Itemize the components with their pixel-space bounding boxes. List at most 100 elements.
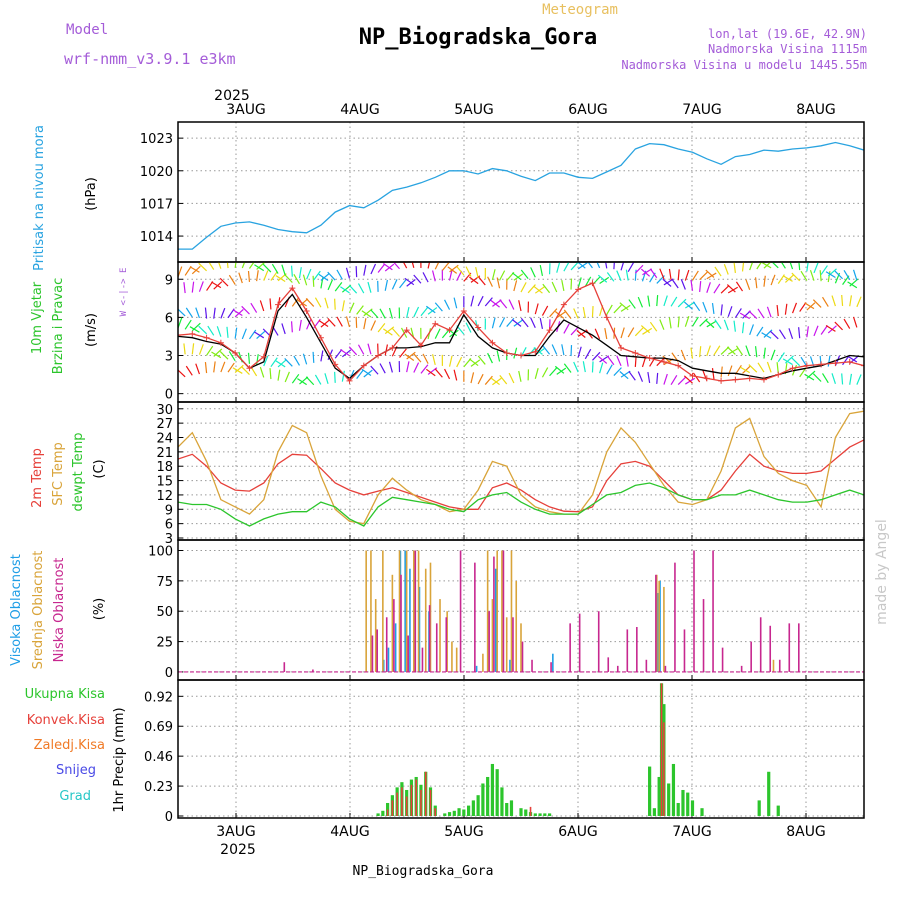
wind-arrow [213,361,216,373]
wind-arrow [434,262,440,270]
bar-srednja-oblacnost [439,599,441,672]
bar-konvek-kisa [396,792,398,816]
y-tick-label: 9 [165,273,173,288]
wind-arrow [663,373,668,385]
wind-arrow [299,376,309,385]
wind-arrow [291,297,300,307]
wind-arrow [541,305,549,316]
wind-arrow [619,371,629,380]
gust-marker [675,362,682,369]
wind-arrow [206,345,214,356]
pressure-unit: (hPa) [84,177,99,211]
wind-arrow [713,345,721,356]
wind-arrow [241,305,250,315]
wind-arrow [456,266,465,276]
wind-arrow [847,355,858,363]
bar-srednja-oblacnost [655,574,658,672]
wind-arrow [616,270,622,281]
wind-arrow [726,346,736,355]
wind-arrow [780,262,786,269]
wind-arrow [520,282,527,293]
wind-arrow [484,375,493,385]
wind-arrow [684,269,690,281]
wind-arrow [449,264,459,273]
bar-srednja-oblacnost [515,580,518,672]
wind-arrow [613,367,622,376]
wind-arrow [511,272,522,281]
wind-arrow [247,352,251,364]
wind-arrow [690,347,694,359]
panel-cloud: 0 25 50 75 100 [148,539,865,681]
wind-arrow [490,299,500,308]
station-title: NP_Biogradska_Gora [359,25,597,50]
wind-arrow [542,345,551,355]
bar-niska-oblacnost [740,665,743,672]
dewpt-label: dewpt Temp [71,432,86,511]
wind-arrow [293,274,300,285]
wind-arrow [413,274,422,284]
bar-ukupna-kisa [376,813,380,816]
wind-arrow [320,319,330,328]
gust-marker [232,349,239,356]
bar-niska-oblacnost [521,641,524,672]
wind-arrow [634,327,644,337]
wind-arrow [680,279,686,290]
wind-arrow [499,375,508,385]
bar-visoka-oblacnost [394,623,397,672]
model-name: wrf-nmm_v3.9.1 e3km [64,50,236,68]
wind-arrow [592,276,601,286]
wind-arrow [541,367,549,378]
y-tick-label: 0 [165,388,173,403]
wind-arrow [756,326,764,337]
wind-arrow [799,302,807,312]
bar-srednja-oblacnost [510,550,513,672]
wind-arrow [649,321,658,332]
bar-konvek-kisa [410,784,413,816]
wind-arrow [348,346,358,356]
wind-arrow [733,320,736,332]
bar-konvek-kisa [429,789,432,816]
wind-arrow [269,368,272,380]
wind-arrow [804,373,815,381]
wind-arrow [659,319,665,330]
gust-marker [603,314,610,321]
wind-arrow [726,284,736,293]
wind-arrow [799,367,807,378]
bar-konvek-kisa [391,800,394,816]
panels: 1014101710201023036936912151821242730025… [140,121,865,825]
wind-arrow [413,362,420,373]
wind-arrow [484,297,493,307]
bar-srednja-oblacnost [446,611,448,672]
wind-arrow [711,302,715,315]
wind-arrow [739,366,750,374]
wind-arrow [306,318,312,330]
wind-arrow [402,262,408,269]
bar-srednja-oblacnost [424,568,427,672]
gust-marker [217,339,224,346]
bar-niska-oblacnost [385,617,388,672]
wind-arrow [683,375,693,384]
wind-arrow [640,268,651,277]
wind-arrow [634,355,637,367]
wind-arrow [477,295,484,307]
bar-ukupna-kisa [481,783,485,816]
bottom-day-label: 5AUG [444,824,484,840]
bar-niska-oblacnost [655,574,657,672]
wind-arrow [499,299,508,309]
wind-arrow [634,269,637,281]
wind-arrow [766,361,772,373]
top-year-label: 2025 [214,88,250,104]
gust-marker [861,362,864,369]
wind-arrow [475,267,479,279]
wind-arrow [677,376,687,386]
bottom-year-label: 2025 [220,842,256,858]
wind-arrow [597,355,608,364]
wind-arrow [606,364,613,375]
wind-arrow [551,281,558,293]
wind-arrow [549,308,558,318]
wind-arrow [706,282,711,293]
wind-arrow [735,345,744,356]
wind-arrow [520,317,529,328]
wind-arrow [277,369,281,381]
wind-arrow [705,319,715,329]
